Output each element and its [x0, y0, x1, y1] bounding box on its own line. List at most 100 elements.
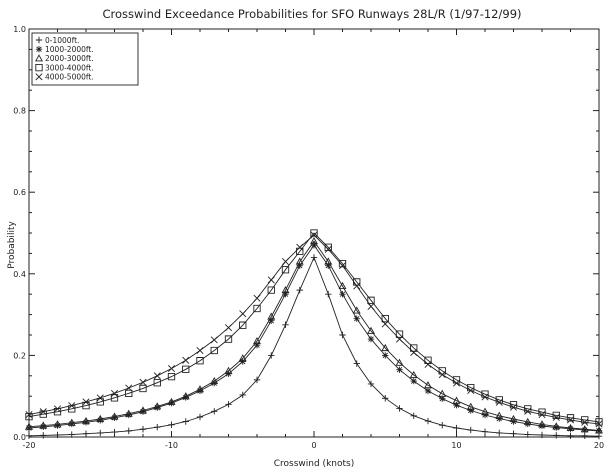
data-point [424, 381, 432, 389]
series-line [28, 244, 600, 432]
data-point [424, 387, 432, 395]
data-point [181, 392, 190, 400]
data-point [538, 422, 546, 430]
data-point [196, 346, 204, 355]
data-point [325, 291, 332, 298]
data-point [96, 394, 104, 402]
data-point [153, 402, 162, 410]
data-point [424, 360, 432, 368]
data-point [154, 404, 161, 411]
data-point [167, 364, 176, 372]
legend-marker [35, 73, 43, 81]
data-point [338, 259, 347, 268]
data-point [296, 286, 303, 294]
data-point [182, 394, 189, 401]
data-point [224, 366, 233, 374]
data-point [467, 386, 475, 395]
data-point [224, 324, 233, 332]
data-point [111, 414, 118, 422]
data-point [581, 426, 588, 434]
data-point [438, 371, 446, 379]
data-point [210, 336, 218, 344]
series-line [28, 232, 600, 423]
data-point [409, 370, 418, 378]
data-point [25, 422, 33, 430]
data-point [210, 376, 219, 385]
legend-label: 1000-2000ft. [45, 45, 94, 54]
data-point [167, 397, 176, 405]
data-point [139, 406, 147, 414]
data-point [53, 405, 62, 413]
data-point [467, 407, 474, 414]
data-point [524, 407, 532, 415]
data-point [82, 430, 90, 437]
data-point [253, 304, 261, 313]
data-point [524, 431, 531, 438]
data-point [523, 417, 532, 425]
data-point [310, 254, 318, 261]
data-point [367, 326, 375, 334]
y-tick-label: 0.2 [13, 351, 26, 360]
legend-marker [35, 46, 43, 53]
data-point [68, 402, 76, 410]
data-point [310, 242, 318, 249]
data-point [239, 391, 246, 399]
data-point [211, 408, 218, 415]
data-point [410, 349, 418, 357]
legend-label: 0-1000ft. [45, 36, 79, 45]
data-point [196, 413, 204, 421]
legend-marker [35, 36, 43, 44]
data-point [381, 343, 390, 352]
data-point [481, 407, 489, 415]
legend-marker [35, 63, 43, 72]
y-tick-label: 0.4 [13, 270, 26, 279]
data-point [424, 417, 432, 425]
data-point [97, 429, 104, 437]
data-point [581, 418, 589, 426]
data-point [110, 389, 119, 397]
x-tick-label: -10 [165, 441, 178, 450]
data-point [239, 321, 247, 329]
data-point [53, 420, 62, 428]
data-point [68, 420, 75, 428]
data-point [253, 376, 261, 384]
data-point [481, 411, 489, 419]
data-point [168, 421, 175, 428]
data-point [210, 346, 218, 355]
data-point [481, 428, 489, 435]
data-point [39, 421, 48, 429]
data-point [139, 378, 147, 386]
data-point [82, 416, 90, 425]
data-point [467, 426, 474, 434]
data-point [253, 336, 261, 345]
data-point [353, 282, 361, 290]
y-tick-label: 0.6 [13, 188, 26, 197]
data-point [496, 429, 503, 437]
data-point [39, 408, 47, 416]
data-point [439, 395, 446, 402]
data-point [339, 331, 346, 339]
data-point [367, 335, 375, 343]
data-point [96, 414, 105, 423]
data-point [481, 393, 489, 401]
data-point [395, 358, 404, 366]
series-line [28, 234, 600, 425]
data-point [466, 402, 475, 410]
legend-box [31, 32, 139, 86]
data-point [381, 320, 389, 328]
x-tick-label: -20 [22, 441, 35, 450]
data-point [395, 335, 404, 343]
data-point [324, 257, 333, 265]
data-point [310, 229, 318, 237]
legend-marker [35, 54, 43, 62]
data-point [310, 237, 318, 245]
data-point [324, 243, 332, 251]
data-point [438, 389, 447, 397]
data-point [524, 420, 531, 428]
data-point [367, 302, 375, 310]
data-point [410, 377, 417, 385]
data-point [211, 379, 218, 387]
data-point [153, 379, 161, 387]
data-point [40, 423, 47, 430]
